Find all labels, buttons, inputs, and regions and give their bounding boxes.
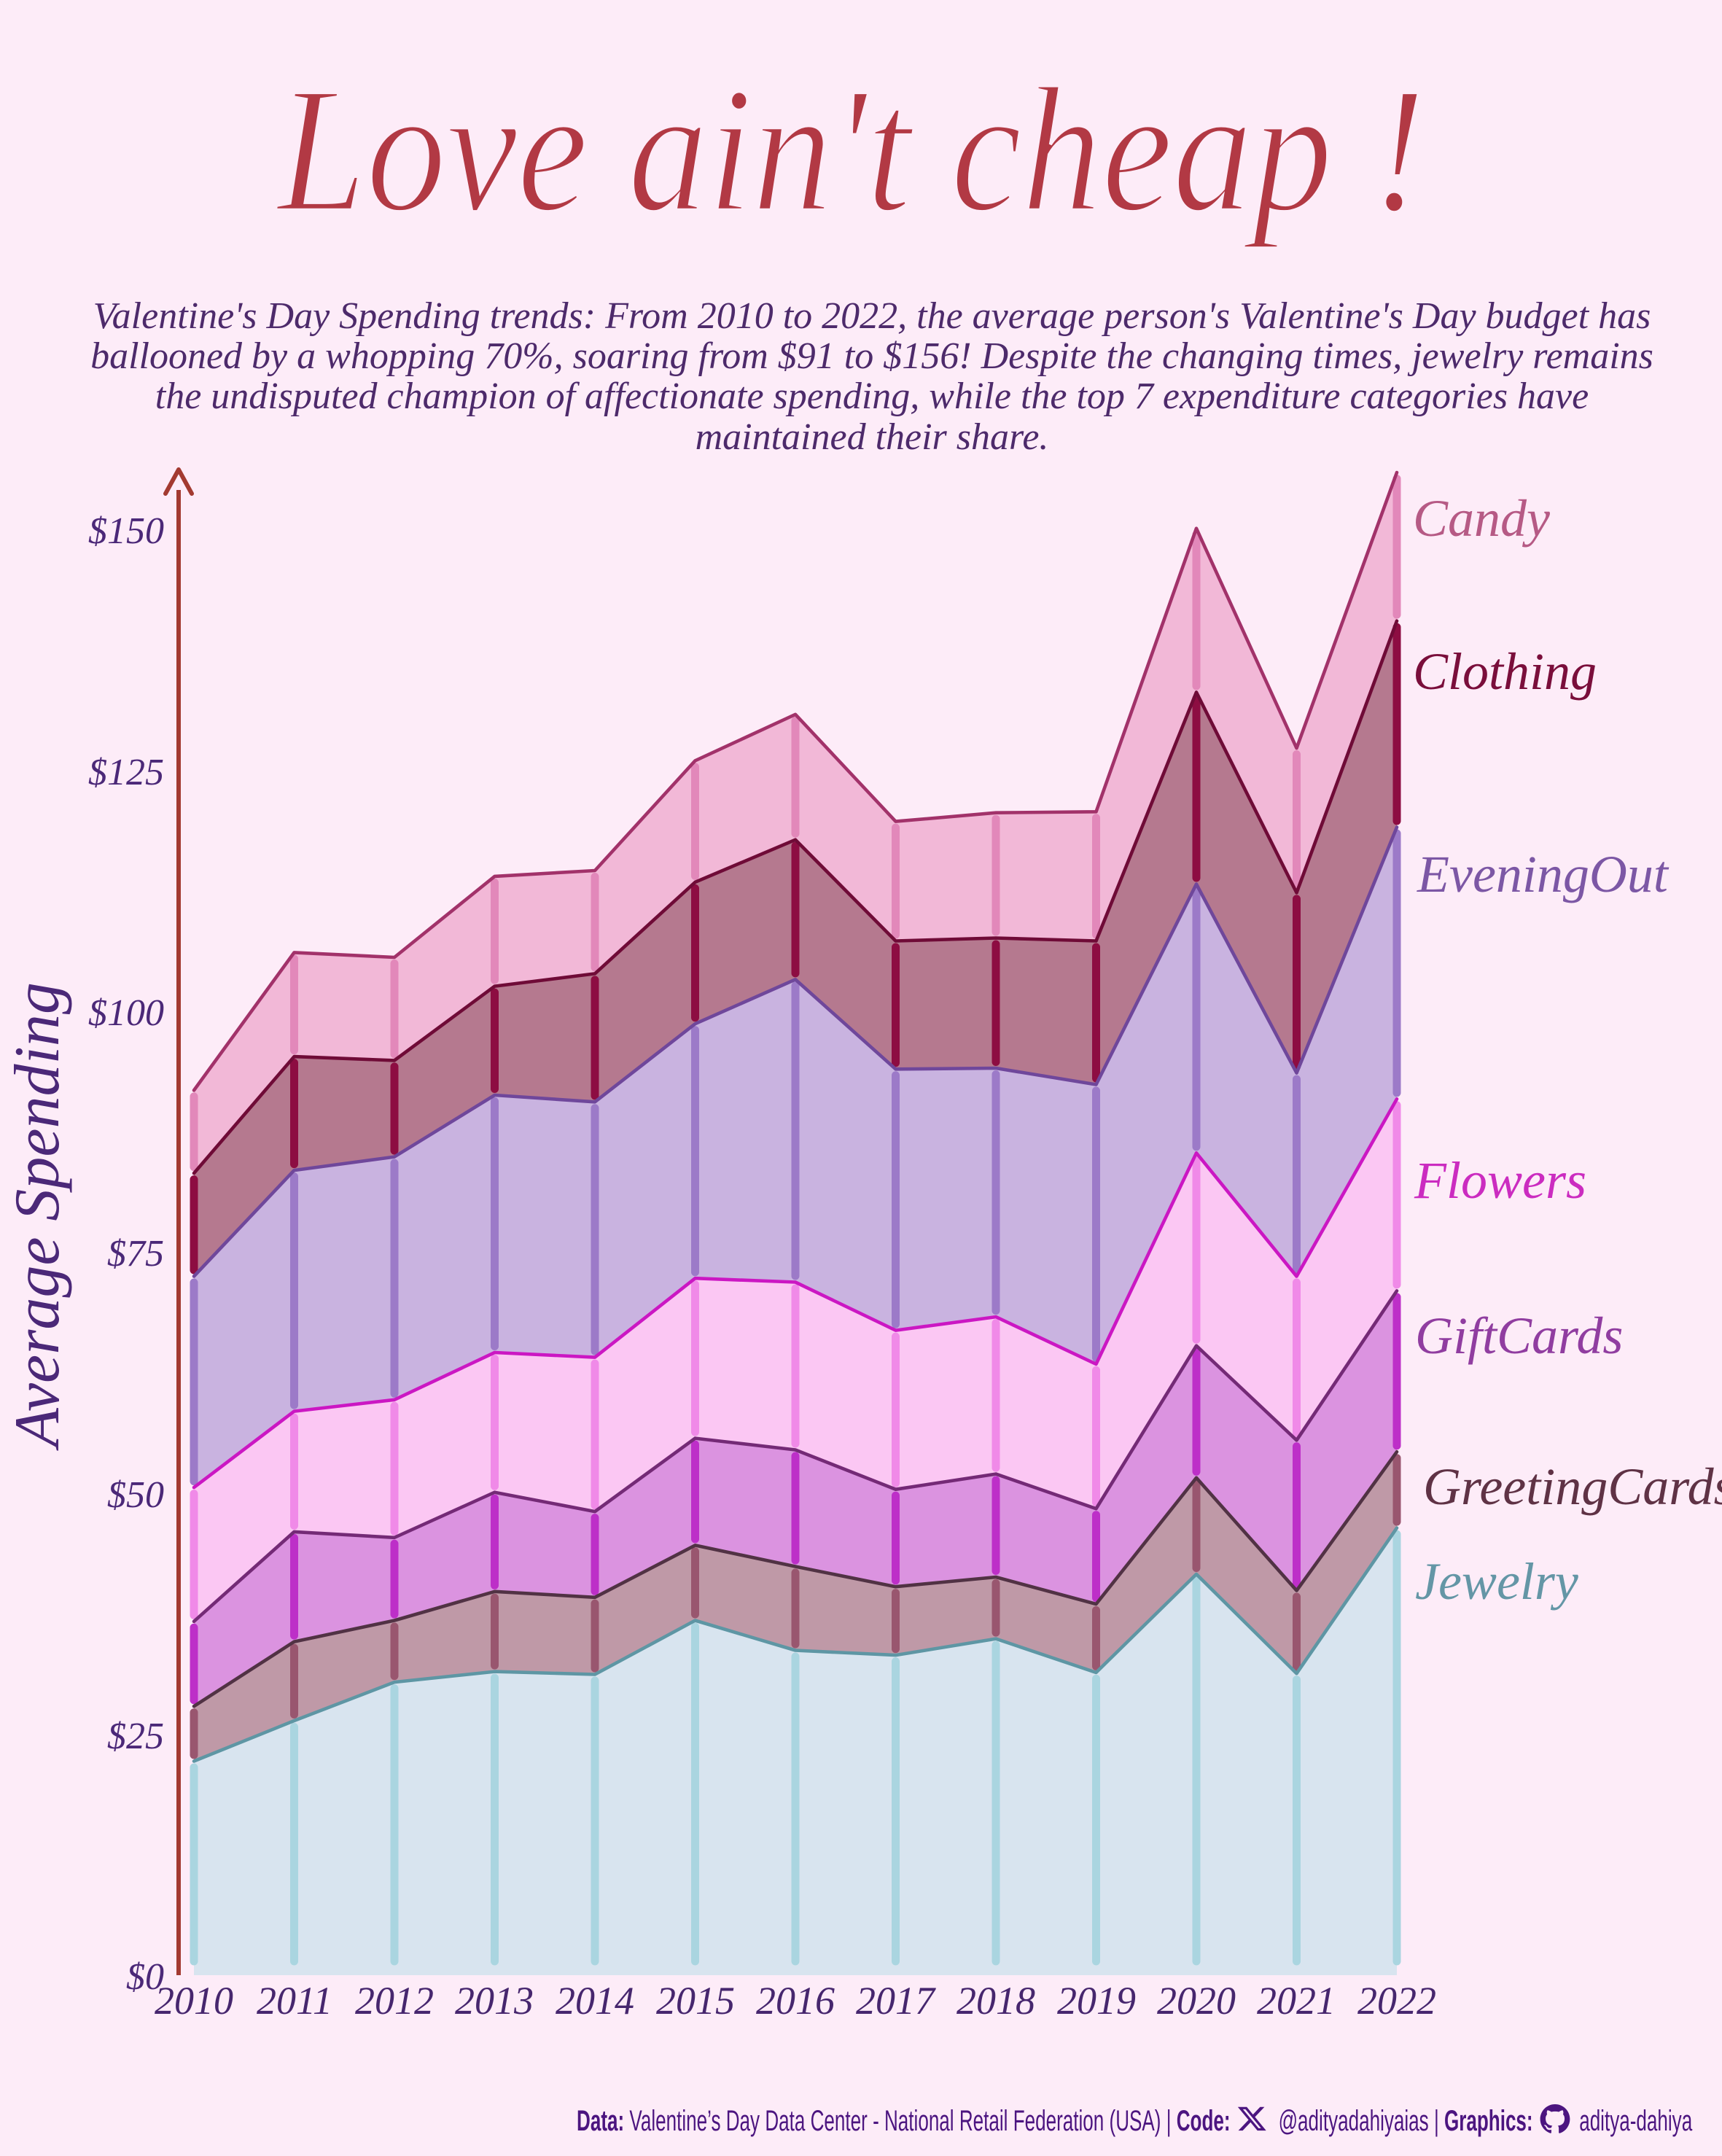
svg-text:GiftCards: GiftCards [1415, 1307, 1623, 1365]
svg-text:$0: $0 [126, 1956, 164, 1998]
svg-text:2017: 2017 [856, 1979, 936, 2023]
svg-text:$50: $50 [107, 1474, 164, 1516]
svg-text:Data: Valentine’s Day Data Cen: Data: Valentine’s Day Data Center - Nati… [577, 2104, 1231, 2137]
svg-text:2010: 2010 [155, 1979, 233, 2023]
svg-text:2019: 2019 [1057, 1979, 1136, 2023]
svg-text:EveningOut: EveningOut [1417, 845, 1670, 903]
svg-text:$100: $100 [88, 992, 164, 1034]
svg-text:2013: 2013 [455, 1979, 534, 2023]
svg-text:Love ain't cheap !: Love ain't cheap ! [276, 51, 1426, 249]
svg-text:aditya-dahiya: aditya-dahiya [1579, 2104, 1692, 2137]
svg-text:2021: 2021 [1257, 1979, 1336, 2023]
svg-text:2022: 2022 [1357, 1979, 1436, 2023]
svg-text:Jewelry: Jewelry [1415, 1552, 1578, 1611]
svg-text:2020: 2020 [1157, 1979, 1236, 2023]
svg-text:2018: 2018 [957, 1979, 1035, 2023]
svg-text:Average Spending: Average Spending [2, 982, 73, 1451]
svg-text:ballooned by a whopping 70%, s: ballooned by a whopping 70%, soaring fro… [90, 335, 1653, 377]
svg-text:$125: $125 [88, 752, 164, 793]
svg-text:2016: 2016 [756, 1979, 835, 2023]
svg-text:the undisputed champion of aff: the undisputed champion of affectionate … [155, 375, 1589, 417]
svg-text:Candy: Candy [1413, 489, 1550, 548]
svg-text:maintained their share.: maintained their share. [696, 416, 1049, 458]
svg-text:@adityadahiyaias | Graphics:: @adityadahiyaias | Graphics: [1279, 2104, 1533, 2137]
svg-text:Clothing: Clothing [1413, 642, 1597, 701]
svg-text:Flowers: Flowers [1414, 1151, 1586, 1210]
svg-text:2011: 2011 [257, 1979, 332, 2023]
svg-text:$150: $150 [88, 510, 164, 552]
svg-text:2012: 2012 [355, 1979, 434, 2023]
svg-text:$25: $25 [107, 1716, 164, 1757]
svg-text:GreetingCards: GreetingCards [1423, 1458, 1722, 1516]
svg-text:2014: 2014 [556, 1979, 634, 2023]
svg-text:2015: 2015 [656, 1979, 735, 2023]
svg-text:Valentine's Day Spending trend: Valentine's Day Spending trends: From 20… [93, 295, 1651, 337]
svg-text:$75: $75 [107, 1233, 164, 1274]
